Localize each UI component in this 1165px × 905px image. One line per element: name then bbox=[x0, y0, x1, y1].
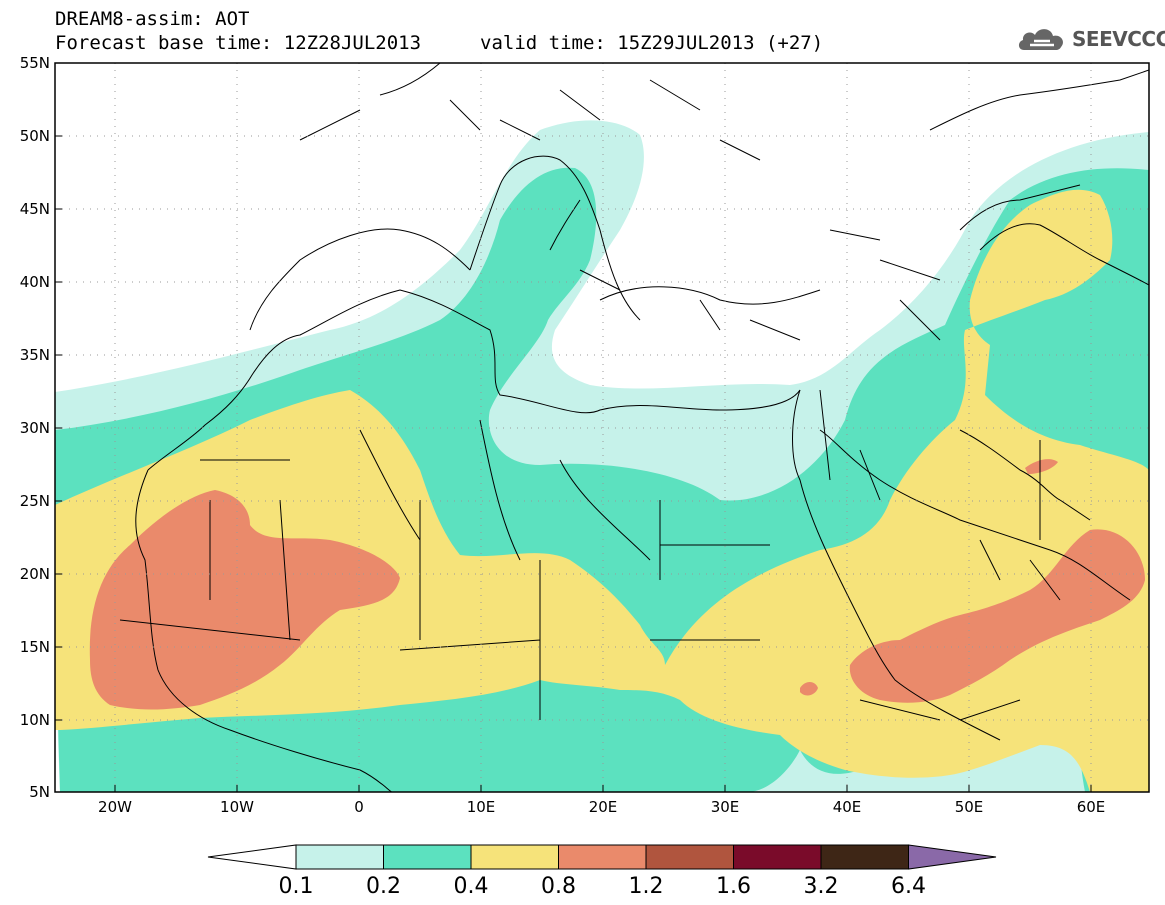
aot-level-0.8-west-africa bbox=[89, 490, 401, 710]
ticks bbox=[55, 62, 1092, 792]
colorbar-label-1.6: 1.6 bbox=[716, 874, 751, 899]
colorbar-label-0.8: 0.8 bbox=[541, 874, 576, 899]
lon-label-10e: 10E bbox=[467, 798, 496, 816]
colorbar-cell-3.2 bbox=[820, 844, 909, 870]
latitude-labels: 55N 50N 45N 40N 35N 30N 25N 20N 15N 10N … bbox=[20, 54, 50, 801]
colorbar-high-arrow bbox=[908, 844, 997, 870]
aot-level-0.8-ethiopia-patch bbox=[800, 682, 818, 696]
forecast-base-time: Forecast base time: 12Z28JUL2013 bbox=[55, 32, 422, 54]
map-title: DREAM8-assim: AOT bbox=[55, 8, 250, 30]
colorbar-cell-0.8 bbox=[558, 844, 647, 870]
lon-label-20e: 20E bbox=[589, 798, 618, 816]
valid-time: valid time: 15Z29JUL2013 (+27) bbox=[480, 32, 824, 54]
aot-level-0.8-yemen-patch bbox=[929, 615, 995, 640]
lon-label-60e: 60E bbox=[1077, 798, 1106, 816]
lat-label-15n: 15N bbox=[20, 638, 50, 656]
aot-level-0.8-gulf-patch bbox=[1025, 459, 1058, 474]
coastlines bbox=[119, 63, 1149, 792]
colorbar-label-6.4: 6.4 bbox=[891, 874, 926, 899]
lat-label-55n: 55N bbox=[20, 54, 50, 72]
colorbar-label-0.2: 0.2 bbox=[366, 874, 401, 899]
lat-label-45n: 45N bbox=[20, 200, 50, 218]
lat-label-50n: 50N bbox=[20, 127, 50, 145]
colorbar: 0.1 0.2 0.4 0.8 1.2 1.6 3.2 6.4 bbox=[207, 844, 997, 899]
colorbar-label-1.2: 1.2 bbox=[629, 874, 664, 899]
colorbar-low-arrow bbox=[207, 844, 297, 870]
colorbar-cell-1.2 bbox=[645, 844, 734, 870]
colorbar-label-0.4: 0.4 bbox=[454, 874, 489, 899]
colorbar-label-3.2: 3.2 bbox=[804, 874, 839, 899]
colorbar-cell-0.4 bbox=[470, 844, 559, 870]
colorbar-cell-0.1 bbox=[295, 844, 384, 870]
lon-label-50e: 50E bbox=[955, 798, 984, 816]
aot-level-0.4 bbox=[55, 189, 1149, 792]
lon-label-10w: 10W bbox=[220, 798, 254, 816]
lat-label-40n: 40N bbox=[20, 273, 50, 291]
lon-label-40e: 40E bbox=[833, 798, 862, 816]
colorbar-cell-0.2 bbox=[383, 844, 472, 870]
lat-label-5n: 5N bbox=[29, 783, 50, 801]
lat-label-10n: 10N bbox=[20, 711, 50, 729]
lon-label-0: 0 bbox=[354, 798, 364, 816]
aot-level-0.8-arabian-sea bbox=[849, 529, 1145, 703]
lon-label-20w: 20W bbox=[98, 798, 132, 816]
gridlines bbox=[55, 63, 1149, 792]
seevccc-logo: SEEVCCC bbox=[1016, 22, 1165, 56]
longitude-labels: 20W 10W 0 10E 20E 30E 40E 50E 60E bbox=[98, 798, 1105, 816]
lat-label-30n: 30N bbox=[20, 419, 50, 437]
lat-label-25n: 25N bbox=[20, 492, 50, 510]
cloud-icon bbox=[1018, 29, 1064, 50]
colorbar-cell-1.6 bbox=[733, 844, 822, 870]
lat-label-20n: 20N bbox=[20, 565, 50, 583]
lat-label-35n: 35N bbox=[20, 346, 50, 364]
colorbar-label-0.1: 0.1 bbox=[279, 874, 314, 899]
lon-label-30e: 30E bbox=[711, 798, 740, 816]
logo-text: SEEVCCC bbox=[1072, 27, 1165, 51]
